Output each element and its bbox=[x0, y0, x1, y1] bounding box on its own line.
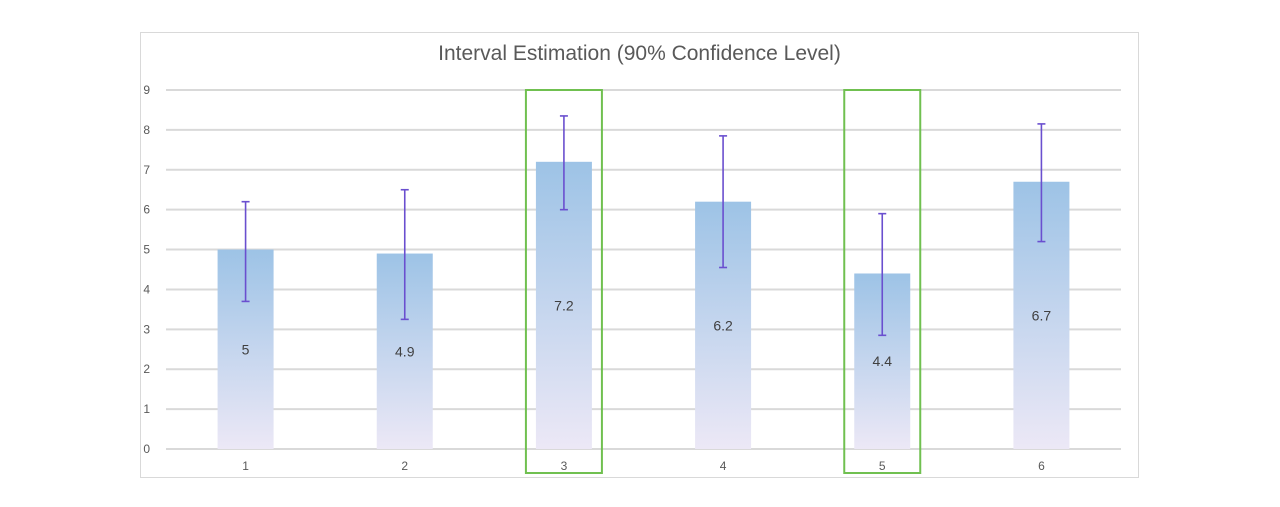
data-label-5: 4.4 bbox=[873, 353, 893, 369]
y-tick-label: 6 bbox=[143, 203, 150, 217]
x-tick-label-2: 2 bbox=[401, 459, 408, 473]
chart-title: Interval Estimation (90% Confidence Leve… bbox=[438, 42, 841, 65]
data-label-2: 4.9 bbox=[395, 343, 415, 359]
y-tick-label: 0 bbox=[143, 442, 150, 456]
y-tick-label: 8 bbox=[143, 123, 150, 137]
y-tick-label: 9 bbox=[143, 83, 150, 97]
x-tick-label-5: 5 bbox=[879, 459, 886, 473]
data-label-4: 6.2 bbox=[713, 317, 733, 333]
highlight-box-3 bbox=[524, 89, 603, 474]
data-label-1: 5 bbox=[242, 341, 250, 357]
y-tick-label: 1 bbox=[143, 402, 150, 416]
data-label-3: 7.2 bbox=[554, 297, 574, 313]
chart-frame bbox=[140, 32, 1139, 478]
y-tick-label: 4 bbox=[143, 282, 150, 296]
data-label-6: 6.7 bbox=[1032, 307, 1052, 323]
x-tick-label-1: 1 bbox=[242, 459, 249, 473]
x-tick-label-6: 6 bbox=[1038, 459, 1045, 473]
y-tick-label: 3 bbox=[143, 322, 150, 336]
x-tick-label-3: 3 bbox=[561, 459, 568, 473]
y-tick-label: 7 bbox=[143, 163, 150, 177]
highlight-box-5 bbox=[843, 89, 922, 474]
y-tick-label: 5 bbox=[143, 243, 150, 257]
y-tick-label: 2 bbox=[143, 362, 150, 376]
x-tick-label-4: 4 bbox=[720, 459, 727, 473]
